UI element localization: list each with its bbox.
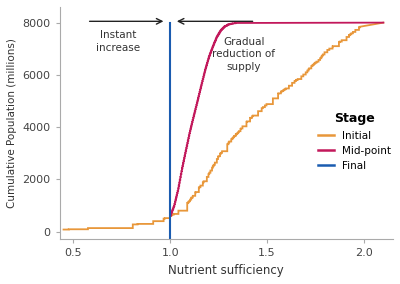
Text: Gradual
reduction of
supply: Gradual reduction of supply — [212, 37, 275, 72]
Legend: Initial, Mid-point, Final: Initial, Mid-point, Final — [318, 112, 391, 171]
Y-axis label: Cumulative Population (millions): Cumulative Population (millions) — [7, 38, 17, 208]
X-axis label: Nutrient sufficiency: Nutrient sufficiency — [168, 264, 284, 277]
Text: Instant
increase: Instant increase — [96, 30, 140, 53]
